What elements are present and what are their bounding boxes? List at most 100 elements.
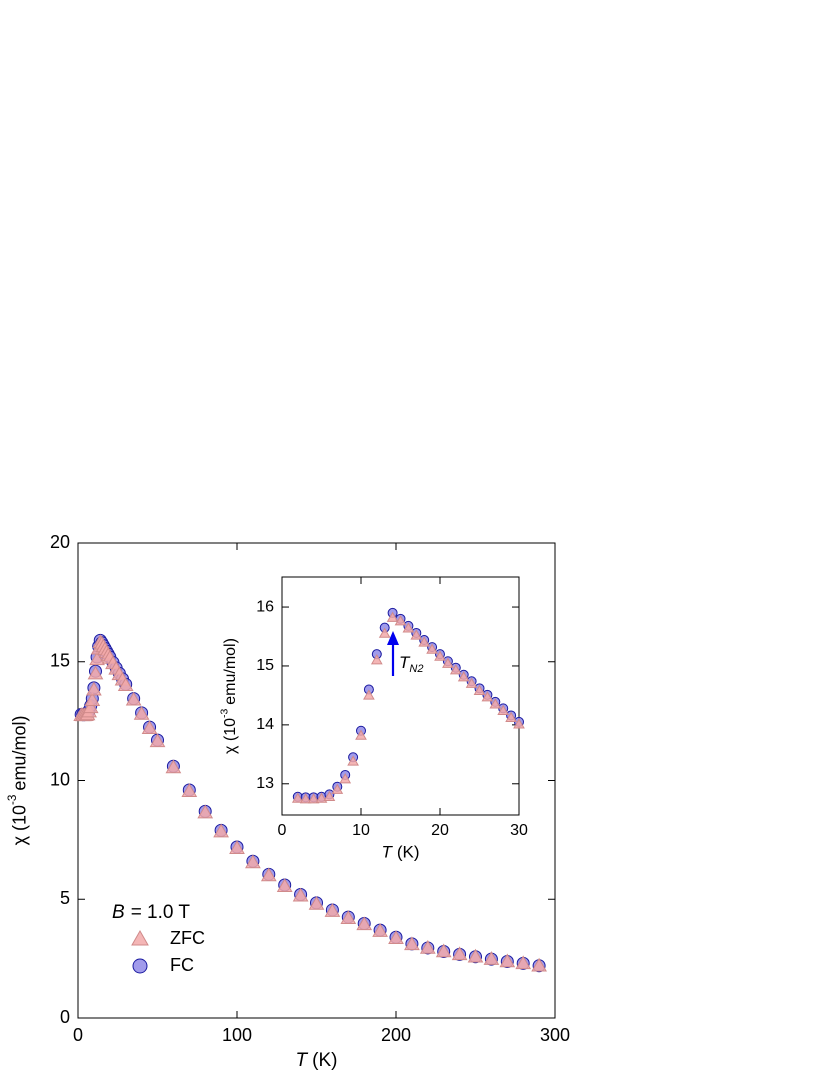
data-point (372, 923, 388, 937)
field-var: B (112, 902, 125, 923)
data-point (418, 636, 431, 647)
y-tick-label: 20 (50, 532, 70, 552)
x-label-unit: (K) (397, 843, 420, 862)
data-point (467, 948, 484, 963)
legend-label: FC (170, 955, 194, 975)
x-tick-label: 0 (278, 822, 287, 839)
data-point (260, 867, 277, 882)
arrow-head (387, 631, 399, 645)
data-point (331, 783, 344, 794)
data-point (378, 627, 391, 638)
y-tick-label: 0 (60, 1007, 70, 1027)
data-point (347, 755, 359, 766)
data-point (404, 936, 420, 951)
data-point (434, 650, 446, 661)
data-point (245, 854, 261, 869)
data-point (499, 953, 516, 968)
y-label-unit: emu/mol) (9, 716, 29, 791)
data-point (197, 804, 214, 819)
data-point (86, 681, 102, 696)
y-label-base: χ (10 (9, 805, 29, 845)
data-point (410, 629, 423, 640)
data-point (483, 951, 500, 965)
x-tick-label: 200 (381, 1025, 411, 1045)
x-label-var: T (296, 1050, 309, 1071)
x-tick-label: 10 (352, 822, 370, 839)
data-point (370, 654, 383, 665)
field-text: = 1.0 T (131, 902, 191, 923)
data-point (117, 677, 134, 692)
data-point (323, 790, 336, 801)
y-tick-label: 14 (256, 716, 274, 733)
x-label-unit: (K) (312, 1050, 337, 1071)
transition-var: T (399, 653, 411, 672)
transition-label: TN2 (399, 653, 423, 674)
data-point (82, 699, 99, 714)
y-label-unit: emu/mol) (222, 638, 239, 705)
y-tick-label: 5 (60, 888, 70, 908)
data-point (515, 955, 532, 970)
data-point (489, 698, 502, 709)
data-point (84, 692, 101, 706)
data-point (308, 895, 325, 910)
x-axis-label: T (K) (296, 1050, 338, 1071)
data-point (402, 622, 415, 633)
y-tick-label: 15 (50, 651, 70, 671)
data-point (181, 783, 198, 797)
data-point (307, 793, 320, 804)
y-label-exp: -3 (6, 795, 19, 805)
data-point (388, 930, 404, 944)
data-point (426, 643, 438, 654)
data-point (386, 611, 399, 622)
data-point (133, 705, 150, 720)
data-point (497, 704, 510, 715)
data-point (442, 657, 454, 668)
data-point (125, 691, 142, 706)
y-tick-label: 13 (256, 775, 274, 792)
y-tick-label: 16 (256, 598, 274, 615)
data-point (465, 677, 478, 688)
data-point (324, 903, 341, 917)
legend-marker (132, 958, 148, 974)
data-point (473, 684, 486, 695)
data-point (87, 665, 104, 680)
data-point (141, 720, 158, 734)
data-point (291, 792, 304, 803)
y-tick-label: 15 (256, 657, 274, 674)
data-point (165, 759, 182, 774)
x-tick-label: 0 (73, 1025, 83, 1045)
y-label-base: χ (10 (222, 718, 239, 754)
data-point (149, 733, 166, 748)
data-point (505, 711, 517, 723)
data-point (229, 840, 245, 854)
legend-marker (131, 929, 149, 946)
data-point (355, 729, 367, 740)
data-point (89, 651, 105, 666)
data-point (394, 615, 407, 626)
transition-sub: N2 (409, 663, 423, 675)
field-annotation: B = 1.0 T (112, 902, 190, 923)
data-point (435, 943, 452, 958)
x-tick-label: 300 (540, 1025, 570, 1045)
x-tick-label: 30 (510, 822, 528, 839)
x-tick-label: 100 (222, 1025, 252, 1045)
data-point (449, 664, 462, 675)
data-point (276, 878, 293, 892)
data-point (315, 792, 328, 803)
data-point (531, 957, 547, 972)
data-point (363, 689, 375, 700)
x-tick-label: 20 (431, 822, 449, 839)
legend-label: ZFC (170, 928, 205, 948)
data-point (481, 691, 494, 702)
data-point (340, 910, 357, 924)
y-tick-label: 10 (50, 769, 70, 789)
data-point (292, 887, 309, 902)
data-point (457, 671, 470, 682)
data-point (213, 823, 229, 838)
x-label-var: T (381, 843, 393, 862)
y-axis-label: χ (10-3 emu/mol) (6, 716, 29, 846)
data-point (356, 916, 373, 931)
